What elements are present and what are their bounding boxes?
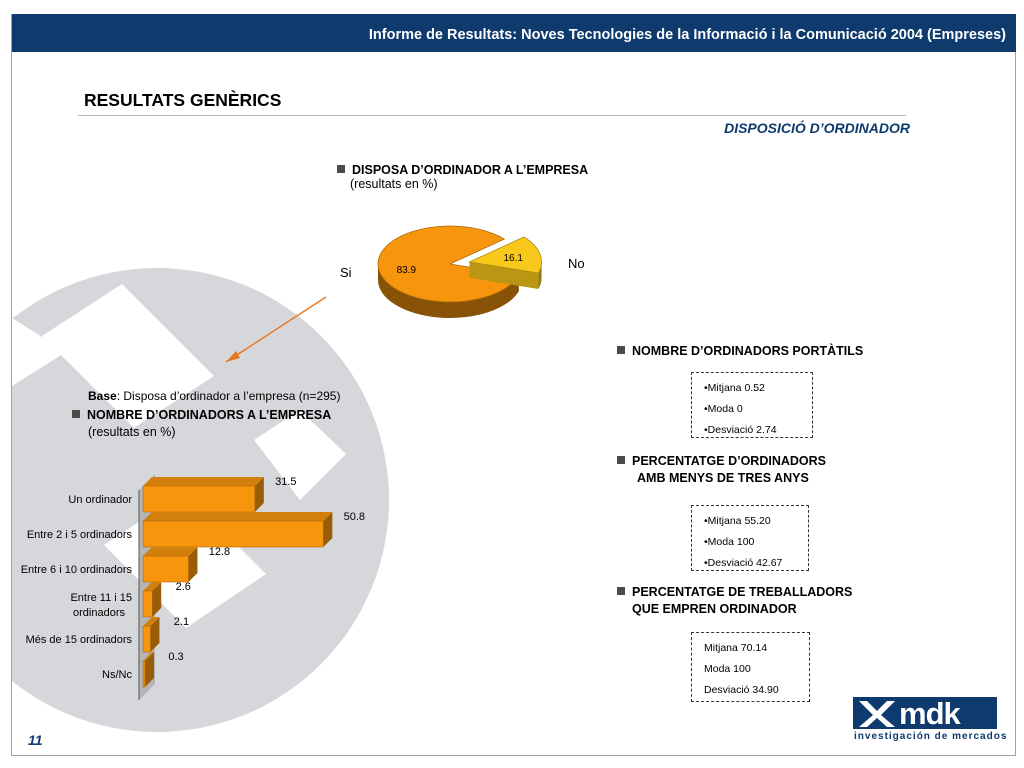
stats-box-1: •Mitjana 0.52 •Moda 0 •Desviació 2.74 (691, 372, 813, 438)
section-subtitle: DISPOSICIÓ D’ORDINADOR (724, 120, 910, 136)
stats-item: Desviació 34.90 (704, 684, 779, 696)
stats-item: •Mitjana 0.52 (704, 382, 765, 394)
bar-heading-text: NOMBRE D’ORDINADORS A L’EMPRESA (87, 408, 332, 422)
stats-item: Mitjana 70.14 (704, 642, 768, 654)
company-logo: mdk investigación de mercados (853, 696, 1006, 745)
bullet-square-icon (617, 456, 625, 464)
stats-item: •Moda 100 (704, 536, 755, 548)
pie-heading-text: DISPOSA D’ORDINADOR A L’EMPRESA (352, 163, 589, 177)
logo-banner: mdk (853, 696, 997, 731)
bullet-square-icon (617, 346, 625, 354)
stats-item: Moda 100 (704, 663, 751, 675)
logo-text: mdk (899, 696, 961, 731)
page-number: 11 (28, 732, 43, 748)
stats-box-2: •Mitjana 55.20 •Moda 100 •Desviació 42.6… (691, 505, 809, 571)
stats-box-3: Mitjana 70.14 Moda 100 Desviació 34.90 (691, 632, 810, 702)
stats-item: •Mitjana 55.20 (704, 515, 771, 527)
title-divider (78, 115, 906, 116)
pie-heading: DISPOSA D’ORDINADOR A L’EMPRESA (337, 162, 588, 179)
bullet-square-icon (72, 410, 80, 418)
page-title: RESULTATS GENÈRICS (84, 90, 282, 110)
stats-heading-2-line-1: PERCENTATGE D’ORDINADORS (632, 454, 826, 468)
pie-note: (resultats en %) (350, 177, 438, 191)
stats-heading-2: PERCENTATGE D’ORDINADORS AMB MENYS DE TR… (617, 453, 826, 487)
bar-note: (resultats en %) (88, 425, 176, 439)
bar-heading: NOMBRE D’ORDINADORS A L’EMPRESA (72, 407, 331, 424)
report-header: Informe de Resultats: Noves Tecnologies … (12, 14, 1016, 52)
report-title: Informe de Resultats: Noves Tecnologies … (368, 27, 1006, 43)
stats-heading-3-line-2: QUE EMPREN ORDINADOR (632, 602, 797, 616)
bullet-square-icon (337, 165, 345, 173)
base-note: Base: Disposa d’ordinador a l’empresa (n… (88, 389, 340, 403)
stats-item: •Desviació 42.67 (704, 557, 783, 569)
stats-item: •Desviació 2.74 (704, 424, 777, 436)
stats-heading-3: PERCENTATGE DE TREBALLADORS QUE EMPREN O… (617, 584, 852, 618)
stats-heading-3-line-1: PERCENTATGE DE TREBALLADORS (632, 585, 853, 599)
base-label: Base (88, 389, 117, 403)
base-text: : Disposa d’ordinador a l’empresa (n=295… (116, 389, 341, 403)
bullet-square-icon (617, 587, 625, 595)
stats-item: •Moda 0 (704, 403, 743, 415)
stats-heading-1: NOMBRE D’ORDINADORS PORTÀTILS (617, 343, 863, 360)
logo-mark-icon (859, 701, 895, 727)
logo-subtitle: investigación de mercados (854, 731, 1008, 742)
stats-heading-2-line-2: AMB MENYS DE TRES ANYS (637, 471, 809, 485)
stats-heading-1-line-1: NOMBRE D’ORDINADORS PORTÀTILS (632, 344, 864, 358)
